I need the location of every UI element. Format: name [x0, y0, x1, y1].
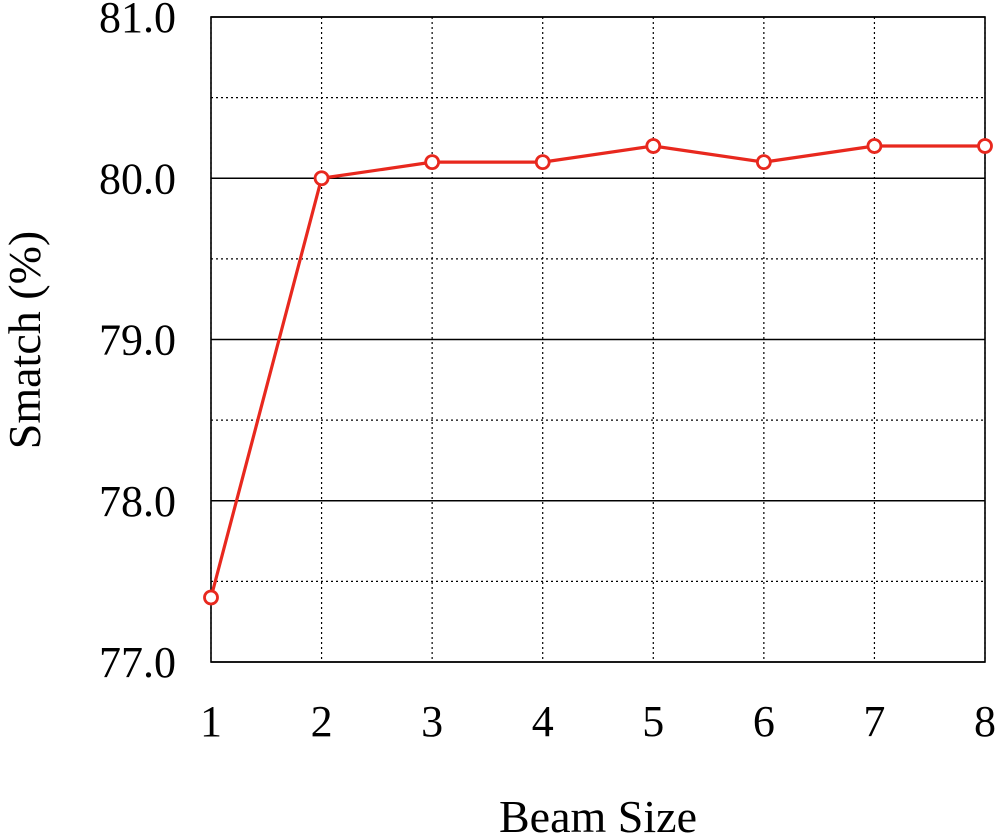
x-tick-labels: 1 2 3 4 5 6 7 8: [200, 697, 996, 746]
x-tick-label: 2: [311, 697, 333, 746]
grid-lines: [210, 16, 986, 663]
y-tick-label: 79.0: [99, 316, 176, 365]
data-point: [424, 154, 441, 171]
data-point: [203, 589, 219, 606]
y-tick-label: 78.0: [99, 477, 176, 526]
x-tick-label: 5: [642, 697, 664, 746]
series-layer: [203, 138, 993, 606]
plot-frame: [210, 16, 986, 663]
x-tick-label: 6: [753, 697, 775, 746]
x-tick-label: 1: [200, 697, 222, 746]
x-tick-label: 7: [863, 697, 885, 746]
x-axis-label: Beam Size: [499, 791, 697, 835]
y-tick-label: 77.0: [99, 638, 176, 687]
data-point: [313, 170, 330, 187]
y-axis-label: Smatch (%): [0, 231, 50, 449]
data-point: [755, 154, 772, 171]
y-tick-label: 80.0: [99, 154, 176, 203]
x-tick-label: 8: [974, 697, 996, 746]
data-point: [977, 138, 993, 154]
data-point: [534, 154, 551, 171]
data-point: [866, 138, 883, 154]
data-point: [645, 138, 662, 154]
x-tick-label: 3: [421, 697, 443, 746]
y-tick-labels: 77.0 78.0 79.0 80.0 81.0: [99, 0, 176, 687]
x-tick-label: 4: [532, 697, 554, 746]
y-tick-label: 81.0: [99, 0, 176, 42]
series-line: [209, 144, 985, 598]
